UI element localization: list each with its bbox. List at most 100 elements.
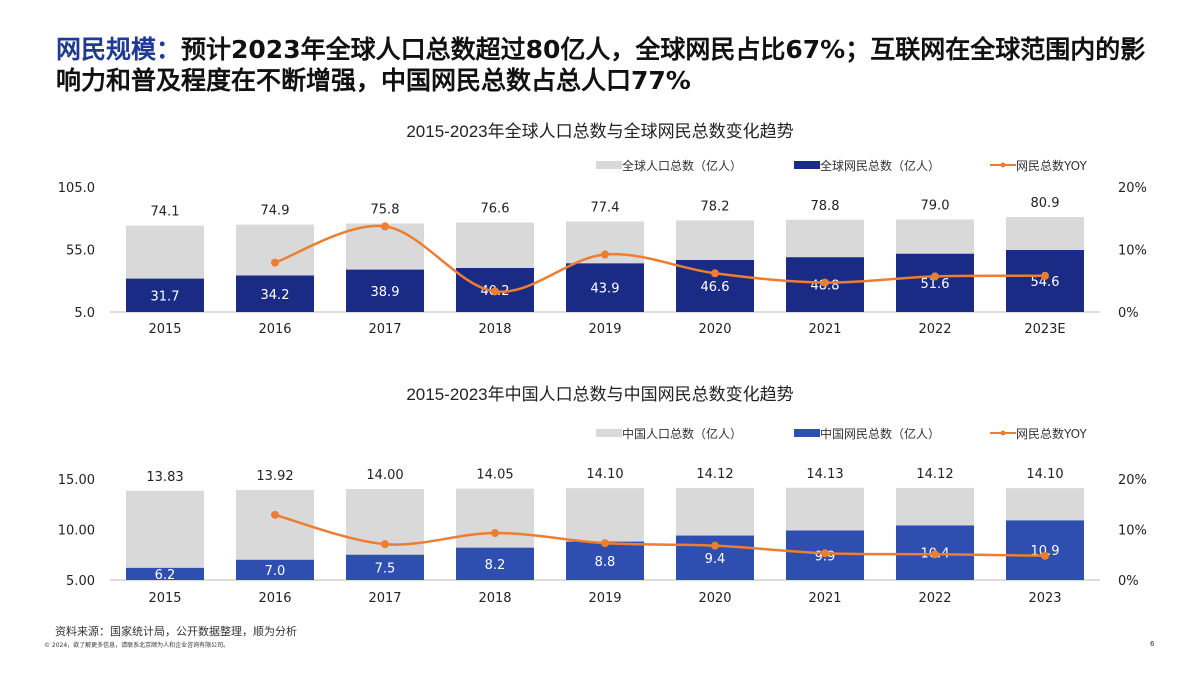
legend-label-yoy: 网民总数YOY (1016, 426, 1087, 441)
data-label-netizens: 34.2 (261, 288, 290, 303)
data-label-netizens: 31.7 (151, 289, 180, 304)
yoy-point (601, 250, 609, 259)
data-label-population: 77.4 (591, 201, 620, 216)
data-label-netizens: 46.6 (701, 280, 730, 295)
title-highlight: 网民规模： (56, 35, 182, 64)
x-axis-tick: 2020 (698, 322, 731, 337)
data-label-population: 14.05 (476, 468, 513, 483)
right-axis-tick: 20% (1118, 181, 1147, 196)
chart-title: 2015-2023年全球人口总数与全球网民总数变化趋势 (406, 122, 793, 141)
bar-netizens (566, 541, 644, 580)
yoy-point (491, 529, 499, 538)
yoy-point (711, 541, 719, 550)
bar-netizens (1006, 250, 1084, 312)
yoy-line (274, 224, 1046, 293)
x-axis-tick: 2023E (1024, 322, 1065, 337)
data-label-netizens: 43.9 (591, 282, 620, 297)
data-label-population: 78.2 (701, 200, 730, 215)
legend-label-population: 全球人口总数（亿人） (622, 158, 742, 173)
title-text: 预计2023年全球人口总数超过80亿人，全球网民占比67%；互联网在全球范围内的… (56, 35, 1146, 95)
left-axis-tick: 55.0 (66, 244, 95, 259)
bar-netizens (456, 547, 534, 580)
data-label-netizens: 8.8 (595, 555, 616, 570)
bar-netizens (346, 554, 424, 580)
data-label-population: 76.6 (481, 202, 510, 217)
copyright: © 2024，欲了解更多信息，请联系北京顺为人和企业咨询有限公司。 (44, 642, 230, 649)
x-axis-tick: 2016 (258, 322, 291, 337)
bar-netizens (346, 269, 424, 312)
yoy-point (271, 510, 279, 519)
legend-marker-yoy (1000, 162, 1006, 168)
legend-label-yoy: 网民总数YOY (1016, 158, 1087, 173)
x-axis-tick: 2021 (808, 322, 841, 337)
data-label-netizens: 51.6 (921, 277, 950, 292)
legend-swatch-population (596, 429, 622, 437)
bar-netizens (896, 253, 974, 312)
source-note: 资料来源：国家统计局，公开数据整理，顺为分析 (55, 625, 297, 638)
left-axis-tick: 10.00 (58, 524, 95, 539)
yoy-point (821, 278, 829, 287)
data-label-population: 74.9 (261, 204, 290, 219)
bar-netizens (126, 567, 204, 580)
legend-marker-yoy (1000, 430, 1006, 436)
legend-label-population: 中国人口总数（亿人） (622, 426, 742, 441)
data-label-population: 13.83 (146, 470, 183, 485)
data-label-population: 14.12 (696, 467, 733, 482)
data-label-population: 14.10 (1026, 467, 1063, 482)
right-axis-tick: 20% (1118, 473, 1147, 488)
bar-netizens (236, 275, 314, 312)
right-axis-tick: 0% (1118, 574, 1139, 589)
data-label-netizens: 7.5 (375, 561, 396, 576)
right-axis-tick: 10% (1118, 244, 1147, 259)
x-axis-tick: 2018 (478, 322, 511, 337)
right-axis-tick: 0% (1118, 306, 1139, 321)
bar-population (126, 490, 204, 580)
data-label-netizens: 8.2 (485, 558, 506, 573)
x-axis-tick: 2022 (918, 322, 951, 337)
yoy-point (601, 539, 609, 548)
x-axis-tick: 2016 (258, 591, 291, 606)
data-label-population: 14.00 (366, 468, 403, 483)
left-axis-tick: 15.00 (58, 473, 95, 488)
data-label-population: 13.92 (256, 469, 293, 484)
slide-title: 网民规模：预计2023年全球人口总数超过80亿人，全球网民占比67%；互联网在全… (56, 34, 1166, 96)
yoy-point (931, 272, 939, 281)
data-label-population: 14.13 (806, 467, 843, 482)
x-axis-tick: 2015 (148, 591, 181, 606)
page-number: 6 (1150, 640, 1155, 648)
data-label-population: 14.12 (916, 467, 953, 482)
yoy-point (271, 258, 279, 267)
legend-swatch-netizens (794, 161, 820, 169)
x-axis-tick: 2023 (1028, 591, 1061, 606)
yoy-point (931, 550, 939, 559)
data-label-population: 80.9 (1031, 196, 1060, 211)
bar-netizens (126, 278, 204, 312)
legend-swatch-netizens (794, 429, 820, 437)
data-label-netizens: 6.2 (155, 568, 176, 583)
yoy-point (1041, 271, 1049, 280)
yoy-point (821, 549, 829, 558)
yoy-point (711, 269, 719, 278)
yoy-line (274, 513, 1046, 558)
x-axis-tick: 2017 (368, 591, 401, 606)
x-axis-tick: 2020 (698, 591, 731, 606)
legend-swatch-population (596, 161, 622, 169)
data-label-netizens: 7.0 (265, 564, 286, 579)
right-axis-tick: 10% (1118, 524, 1147, 539)
x-axis-tick: 2017 (368, 322, 401, 337)
yoy-point (381, 222, 389, 231)
x-axis-tick: 2022 (918, 591, 951, 606)
x-axis-tick: 2019 (588, 591, 621, 606)
left-axis-tick: 105.0 (58, 181, 95, 196)
x-axis-tick: 2015 (148, 322, 181, 337)
left-axis-tick: 5.00 (66, 574, 95, 589)
x-axis-tick: 2018 (478, 591, 511, 606)
data-label-population: 79.0 (921, 199, 950, 214)
bar-netizens (566, 263, 644, 312)
data-label-population: 75.8 (371, 203, 400, 218)
yoy-point (381, 540, 389, 549)
yoy-point (491, 287, 499, 296)
data-label-population: 78.8 (811, 199, 840, 214)
